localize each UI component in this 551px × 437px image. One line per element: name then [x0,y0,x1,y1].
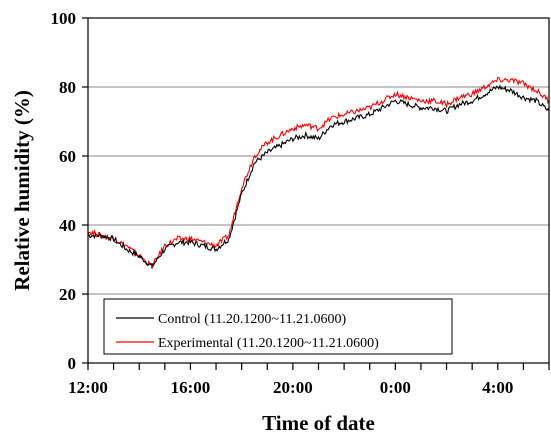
legend-label-control: Control (11.20.1200~11.21.0600) [158,312,346,327]
x-axis: 12:00 16:00 20:00 0:00 4:00 [68,363,550,397]
x-tick-label: 0:00 [380,378,411,397]
y-axis-title: Relative humidity (%) [10,90,34,291]
legend-box [103,298,453,355]
series-lines [87,76,550,269]
x-tick-label: 20:00 [273,378,313,397]
y-tick-label: 60 [59,147,76,166]
grid-lines [88,86,549,295]
x-tick-label: 4:00 [482,378,513,397]
x-tick-label: 16:00 [171,378,211,397]
y-tick-label: 80 [59,78,76,97]
y-tick-label: 100 [51,9,77,28]
y-tick-label: 0 [68,354,77,373]
legend: Control (11.20.1200~11.21.0600) Experime… [103,298,453,355]
x-tick-label: 12:00 [68,378,108,397]
y-axis: 0 20 40 60 80 100 [51,9,88,373]
x-axis-title: Time of date [262,411,375,435]
series-line-control [87,84,550,268]
y-tick-label: 40 [59,216,76,235]
y-tick-label: 20 [59,285,76,304]
legend-label-experimental: Experimental (11.20.1200~11.21.0600) [158,336,379,351]
series-line-experimental [87,76,550,269]
